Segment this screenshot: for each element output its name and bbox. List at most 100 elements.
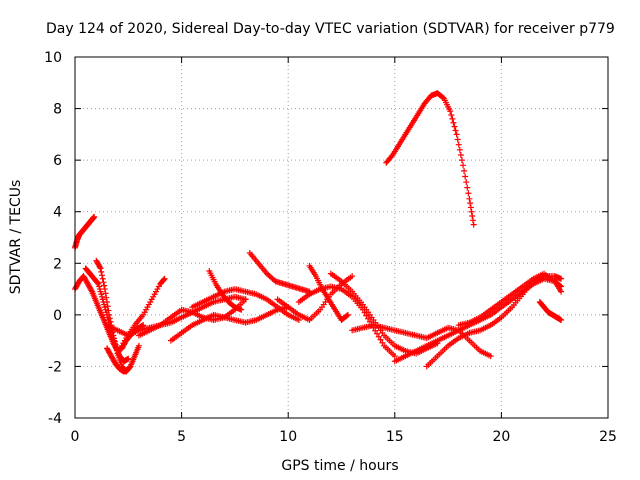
data-point <box>452 127 459 134</box>
data-point <box>379 339 386 346</box>
data-point <box>468 208 475 215</box>
data-point <box>365 315 372 322</box>
data-point <box>125 355 132 362</box>
data-point <box>463 179 470 186</box>
data-point <box>439 94 446 101</box>
data-point <box>101 282 108 289</box>
series-sat-o <box>295 283 398 360</box>
x-tick-label: 10 <box>279 429 297 445</box>
data-point <box>349 273 356 280</box>
data-point <box>161 275 168 282</box>
chart-title: Day 124 of 2020, Sidereal Day-to-day VTE… <box>46 21 615 37</box>
data-point <box>460 162 467 169</box>
data-point <box>242 296 249 303</box>
data-point <box>110 332 117 339</box>
x-tick-label: 5 <box>177 429 186 445</box>
data-point <box>106 311 113 318</box>
series-sat-v <box>536 298 565 324</box>
data-point <box>447 108 454 115</box>
data-point <box>107 318 114 325</box>
data-point <box>96 264 103 271</box>
data-point <box>103 294 110 301</box>
data-point <box>98 268 105 275</box>
x-tick-label: 25 <box>599 429 617 445</box>
data-point <box>461 167 468 174</box>
data-point <box>343 312 350 319</box>
data-point <box>102 290 109 297</box>
y-tick-label: -4 <box>48 411 62 427</box>
y-tick-label: 8 <box>53 102 62 118</box>
data-point <box>88 287 95 294</box>
data-point <box>140 322 147 329</box>
y-tick-label: 0 <box>53 308 62 324</box>
data-point <box>487 353 494 360</box>
data-point <box>372 327 379 334</box>
y-tick-label: 6 <box>53 153 62 169</box>
data-point <box>374 330 381 337</box>
data-point <box>104 303 111 310</box>
series-sat-r <box>383 90 477 228</box>
data-point <box>449 115 456 122</box>
data-point <box>97 265 104 272</box>
x-tick-label: 15 <box>386 429 404 445</box>
series-sat-q <box>349 322 494 360</box>
data-point <box>388 153 395 160</box>
data-point <box>103 298 110 305</box>
series-sat-j <box>189 286 302 324</box>
axes: 0 5 10 15 20 25 -4 -2 0 2 4 6 8 10 <box>44 50 617 445</box>
y-axis-label: SDTVAR / TECUs <box>8 180 24 295</box>
data-point <box>451 123 458 130</box>
data-point <box>456 146 463 153</box>
data-point <box>448 112 455 119</box>
x-axis-label: GPS time / hours <box>281 458 398 474</box>
data-point <box>466 195 473 202</box>
series-sat-t <box>423 273 565 370</box>
data-point <box>465 190 472 197</box>
series-sat-a <box>72 213 98 251</box>
x-tick-label: 0 <box>71 429 80 445</box>
y-tick-label: 2 <box>53 256 62 272</box>
data-point <box>457 151 464 158</box>
series-sat-k <box>206 268 245 313</box>
data-point <box>558 317 565 324</box>
data-point <box>455 141 462 148</box>
data-point <box>462 173 469 180</box>
data-point <box>467 200 474 207</box>
data-point <box>453 131 460 138</box>
data-point <box>100 279 107 286</box>
data-point <box>112 341 119 348</box>
data-point <box>91 213 98 220</box>
data-point <box>391 353 398 360</box>
data-point <box>375 333 382 340</box>
data-point <box>469 217 476 224</box>
data-point <box>458 157 465 164</box>
y-tick-label: -2 <box>48 359 62 375</box>
data-point <box>377 336 384 343</box>
data-point <box>111 335 118 342</box>
series-sat-l <box>246 249 313 295</box>
data-point <box>450 119 457 126</box>
y-tick-label: 10 <box>44 50 62 66</box>
data-point <box>105 307 112 314</box>
data-point <box>558 275 565 282</box>
data-point <box>113 344 120 351</box>
data-point <box>135 342 142 349</box>
data-point <box>99 272 106 279</box>
data-point <box>106 315 113 322</box>
data-point <box>558 288 565 295</box>
plot-area <box>72 90 565 375</box>
data-point <box>469 213 476 220</box>
data-point <box>101 286 108 293</box>
data-point <box>454 136 461 143</box>
data-point <box>464 184 471 191</box>
data-point <box>125 366 132 373</box>
series-sat-f <box>114 275 168 357</box>
series-sat-e <box>103 345 132 375</box>
data-point <box>238 306 245 313</box>
y-tick-label: 4 <box>53 205 62 221</box>
data-point <box>295 317 302 324</box>
data-point <box>467 204 474 211</box>
data-point <box>363 312 370 319</box>
data-point <box>111 338 118 345</box>
x-tick-label: 20 <box>492 429 510 445</box>
